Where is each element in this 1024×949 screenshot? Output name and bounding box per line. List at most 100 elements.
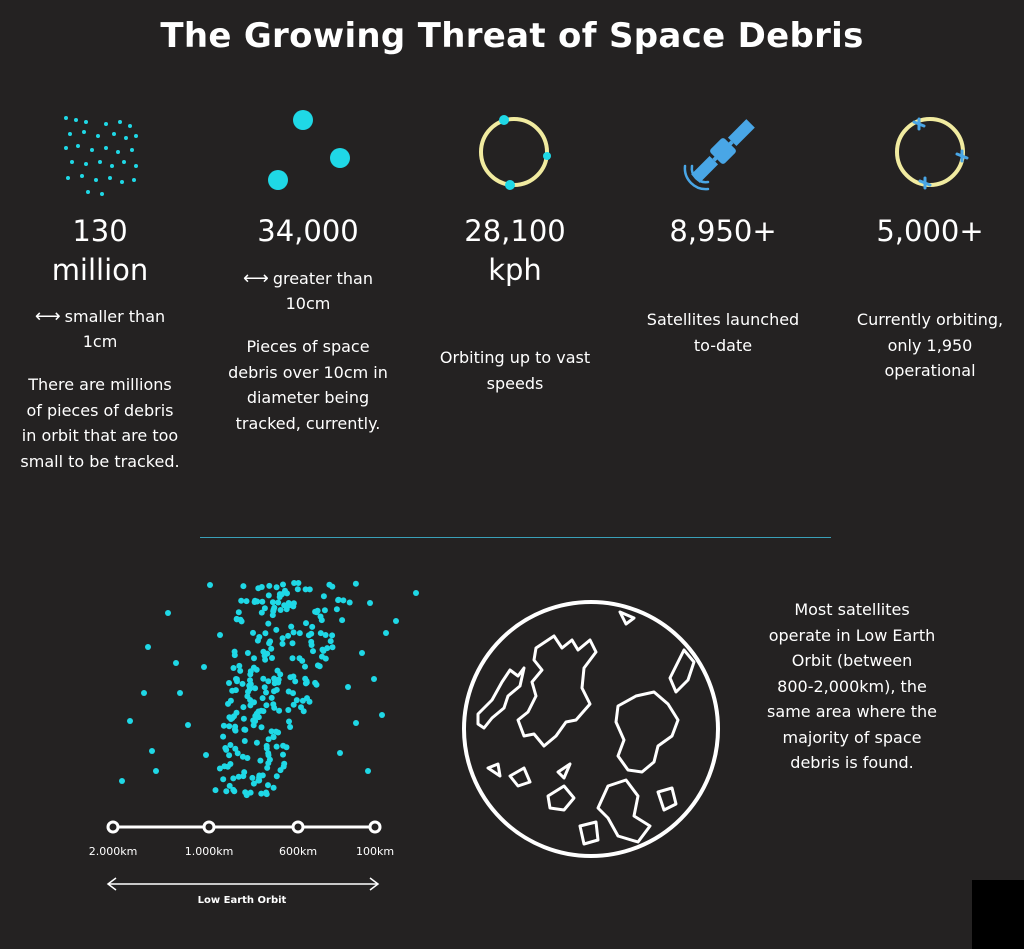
scale-tick-marker xyxy=(368,820,382,834)
debris-dot xyxy=(413,590,419,596)
debris-dot xyxy=(353,720,359,726)
large-dots-icon xyxy=(268,110,350,190)
debris-dot xyxy=(346,599,353,606)
debris-dot xyxy=(340,597,347,604)
orbit-altitude-scale: 2.000km 1.000km 600km 100km Low Earth Or… xyxy=(89,820,394,906)
scale-tick-label: 100km xyxy=(356,845,394,858)
earth-globe-icon xyxy=(462,600,720,858)
debris-dot xyxy=(263,791,270,798)
double-arrow-icon: ⟷ xyxy=(243,268,269,289)
scattered-dots-icon xyxy=(64,116,138,196)
debris-dot xyxy=(265,678,272,685)
stat-number: 8,950+ xyxy=(669,214,777,248)
scale-tick-label: 1.000km xyxy=(185,845,234,858)
debris-dot xyxy=(264,764,271,771)
debris-dot xyxy=(230,786,237,793)
debris-dot xyxy=(149,748,155,754)
debris-dot xyxy=(329,632,336,639)
size-label: ⟷ smaller than 1cm xyxy=(34,306,166,351)
debris-dot xyxy=(244,755,251,761)
debris-dot xyxy=(280,742,287,749)
debris-dot xyxy=(275,676,282,683)
orbit-ring-icon xyxy=(479,115,551,190)
debris-dot xyxy=(295,580,302,586)
debris-dot xyxy=(220,722,227,729)
debris-dot xyxy=(271,688,277,695)
debris-cloud-diagram xyxy=(119,580,419,799)
debris-dot xyxy=(237,667,244,674)
size-label: ⟷ greater than 10cm xyxy=(243,268,373,313)
debris-dot xyxy=(256,634,263,640)
debris-dot xyxy=(306,586,313,593)
debris-dot xyxy=(290,701,297,708)
debris-dot xyxy=(322,655,329,662)
stat-description: There are millions of pieces of debris in… xyxy=(20,375,180,471)
debris-dot xyxy=(260,648,267,655)
debris-dot xyxy=(367,600,373,606)
scale-tick-marker xyxy=(106,820,120,834)
debris-dot xyxy=(141,690,147,696)
debris-dot xyxy=(244,693,251,700)
debris-dot xyxy=(173,660,179,666)
debris-dot xyxy=(312,608,319,615)
debris-dot xyxy=(212,787,219,794)
debris-dot xyxy=(270,608,277,615)
debris-dot xyxy=(226,782,233,789)
debris-dot xyxy=(223,746,230,753)
debris-dot xyxy=(233,616,240,623)
debris-dot xyxy=(230,775,237,782)
debris-dot xyxy=(256,772,263,779)
debris-dot xyxy=(273,773,280,780)
debris-dot xyxy=(285,632,292,639)
stat-description: Currently orbiting, only 1,950 operationa… xyxy=(856,310,1004,380)
debris-dot xyxy=(276,707,283,714)
debris-dot xyxy=(282,587,288,594)
debris-dot xyxy=(289,655,296,662)
debris-dot xyxy=(241,738,248,744)
debris-dot xyxy=(223,788,230,795)
debris-dot xyxy=(261,605,268,612)
debris-dot xyxy=(231,652,238,659)
stat-description: Pieces of space debris over 10cm in diame… xyxy=(228,337,388,433)
debris-dot xyxy=(255,714,262,721)
stat-number: 28,100 kph xyxy=(464,214,566,287)
debris-dot xyxy=(309,623,316,630)
debris-dot xyxy=(292,678,299,685)
debris-dot xyxy=(250,780,257,787)
debris-dot xyxy=(327,638,334,645)
debris-dot xyxy=(268,694,275,701)
debris-dot xyxy=(235,773,242,780)
debris-dot xyxy=(240,715,247,722)
debris-dot xyxy=(279,635,286,642)
debris-dot xyxy=(238,597,245,604)
debris-dot xyxy=(285,600,292,606)
orbit-description: Most satellites operate in Low Earth Orbi… xyxy=(767,600,937,772)
debris-dot xyxy=(259,695,266,702)
debris-dot xyxy=(250,629,256,636)
debris-dot xyxy=(127,718,133,724)
debris-dot xyxy=(265,620,272,627)
debris-dot xyxy=(232,687,239,694)
debris-dot xyxy=(263,689,269,696)
debris-dot xyxy=(185,722,191,728)
debris-dot xyxy=(383,630,389,636)
range-arrow-icon xyxy=(106,877,380,891)
debris-dot xyxy=(290,673,297,680)
debris-dot xyxy=(235,609,242,616)
debris-dot xyxy=(270,784,277,791)
debris-dot xyxy=(277,607,284,613)
debris-dot xyxy=(201,664,207,670)
debris-dot xyxy=(256,777,263,784)
debris-dot xyxy=(247,681,254,688)
debris-dot xyxy=(263,742,270,749)
debris-dot xyxy=(280,751,286,758)
debris-dot xyxy=(335,596,342,603)
debris-dot xyxy=(337,750,343,756)
debris-dot xyxy=(345,684,351,690)
debris-dot xyxy=(260,675,267,682)
debris-dot xyxy=(317,630,324,637)
debris-dot xyxy=(249,774,256,781)
stat-number: 34,000 xyxy=(257,214,359,248)
stat-number: 130 million xyxy=(51,214,149,287)
debris-dot xyxy=(165,610,171,616)
